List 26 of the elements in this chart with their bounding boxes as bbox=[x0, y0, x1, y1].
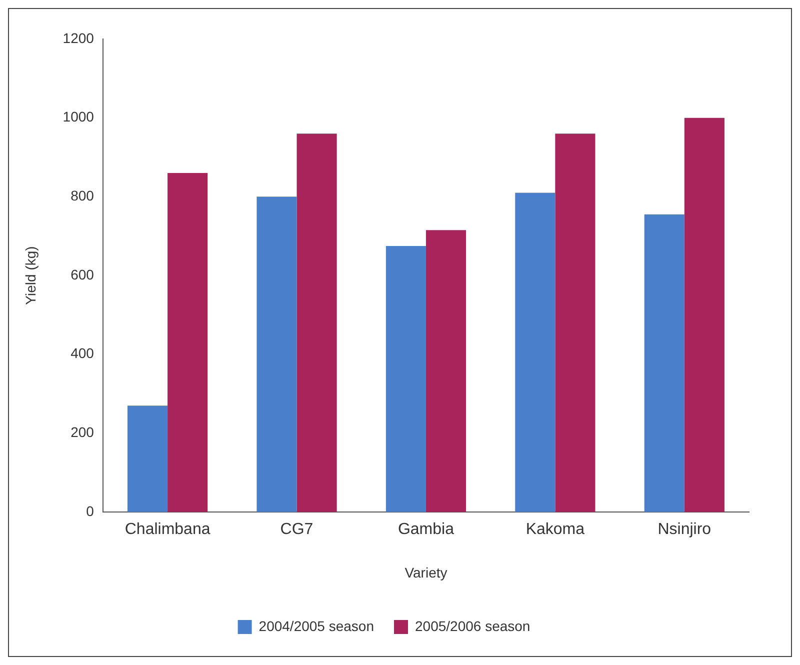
y-axis-title: Yield (kg) bbox=[22, 246, 38, 305]
bar bbox=[644, 214, 684, 512]
bar bbox=[515, 192, 556, 512]
x-tick-label: Gambia bbox=[398, 521, 454, 538]
x-tick-label: Chalimbana bbox=[124, 521, 210, 538]
bar bbox=[296, 134, 337, 512]
y-tick-label: 600 bbox=[70, 266, 94, 282]
bar bbox=[127, 406, 168, 512]
x-tick-label: CG7 bbox=[280, 521, 314, 538]
y-tick-label: 0 bbox=[86, 502, 94, 519]
bar bbox=[386, 246, 426, 512]
bar bbox=[426, 230, 466, 512]
y-tick-label: 200 bbox=[70, 424, 94, 440]
y-tick-label: 400 bbox=[70, 345, 94, 362]
legend-label: 2004/2005 season bbox=[258, 618, 374, 634]
y-tick-label: 800 bbox=[70, 188, 94, 204]
bar bbox=[256, 196, 297, 512]
x-tick-label: Kakoma bbox=[526, 521, 585, 538]
bar bbox=[555, 134, 596, 512]
y-tick-label: 1200 bbox=[62, 30, 94, 46]
x-axis-title: Variety bbox=[404, 564, 448, 580]
legend-label: 2005/2006 season bbox=[415, 618, 530, 634]
bar bbox=[168, 173, 208, 512]
x-tick-label: Nsinjiro bbox=[658, 521, 712, 538]
bar bbox=[684, 118, 724, 512]
y-tick-label: 1000 bbox=[62, 108, 94, 125]
